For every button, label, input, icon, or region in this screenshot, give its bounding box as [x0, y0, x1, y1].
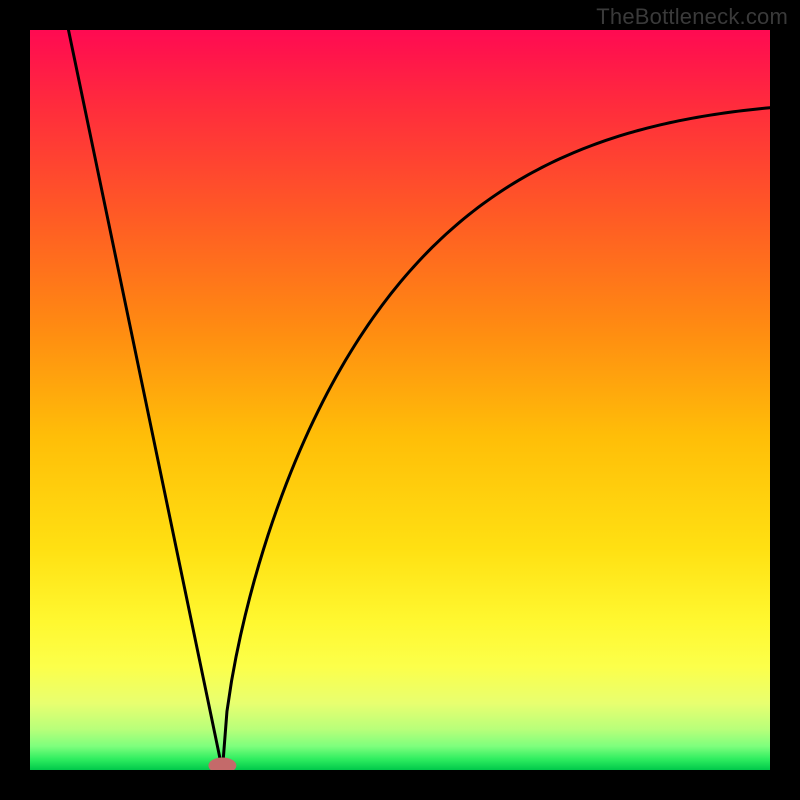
watermark-text: TheBottleneck.com	[596, 4, 788, 30]
bottleneck-chart-canvas	[0, 0, 800, 800]
chart-background	[30, 30, 770, 770]
